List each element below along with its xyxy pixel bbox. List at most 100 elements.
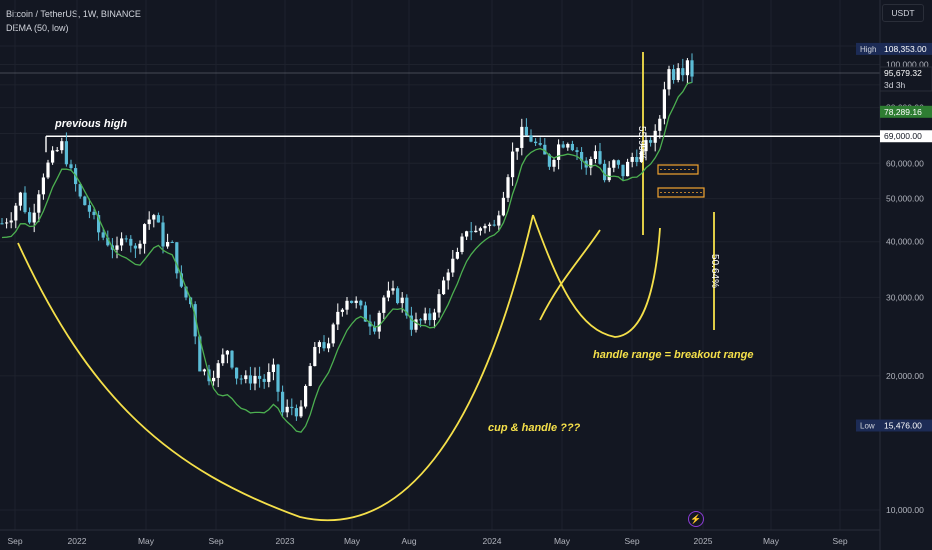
candle-body (129, 238, 133, 246)
candle-body (350, 300, 354, 303)
candle-body (561, 144, 565, 148)
candle-body (317, 342, 321, 347)
horizontal-levels: previous high (0, 72, 880, 153)
low-badge-label: 15,476.00 (884, 420, 922, 430)
annotations: handle range = breakout range cup & handl… (488, 126, 753, 434)
candle-body (662, 89, 666, 119)
candle-body (575, 150, 579, 152)
candle-body (681, 68, 685, 76)
candle-body (566, 143, 570, 148)
price-tick-label: 10,000.00 (886, 505, 924, 515)
candle-body (557, 144, 561, 160)
time-tick-label: 2022 (68, 536, 87, 546)
candle-body (28, 212, 32, 223)
candle-body (51, 150, 55, 163)
candle-body (23, 192, 27, 213)
indicator-legend[interactable]: DEMA (50, low) (6, 23, 69, 33)
price-tick-label: 60,000.00 (886, 158, 924, 168)
candle-body (124, 238, 128, 240)
currency-selector[interactable]: USDT (882, 4, 924, 22)
candle-body (83, 196, 87, 206)
pct-up-label: 55.99% (636, 126, 647, 160)
candle-body (14, 205, 18, 221)
candle-body (423, 313, 427, 321)
candles (0, 53, 694, 421)
time-tick-label: Aug (401, 536, 416, 546)
lightning-icon[interactable]: ⚡ (688, 511, 704, 527)
candle-body (41, 177, 45, 195)
candle-body (603, 163, 607, 181)
candle-body (60, 141, 64, 151)
candle-body (106, 237, 110, 246)
candle-body (534, 141, 538, 144)
candle-body (92, 211, 96, 216)
candle-body (437, 294, 441, 313)
time-tick-label: 2024 (483, 536, 502, 546)
time-axis: Sep 2022 May Sep 2023 May Aug 2024 May Sep 2025 May… (7, 536, 847, 546)
chart-title: Bitcoin / TetherUS, 1W, BINANCE (6, 9, 141, 19)
target-box-lower (657, 187, 705, 198)
candle-body (511, 151, 515, 178)
candle-body (382, 297, 386, 313)
candle-body (391, 288, 395, 291)
candle-body (138, 243, 142, 249)
time-tick-label: May (763, 536, 780, 546)
candle-body (285, 406, 289, 413)
candle-body (336, 311, 340, 325)
candle-body (409, 315, 413, 330)
candle-body (524, 126, 528, 136)
gridlines (0, 0, 880, 530)
handle-left-curve (539, 229, 601, 321)
price-axis: 110,000.00 100,000.00 90,000.00 80,000.00 70… (886, 41, 929, 515)
candle-body (529, 135, 533, 142)
candle-body (37, 194, 41, 213)
candle-body (386, 290, 390, 298)
candle-body (667, 69, 671, 90)
time-tick-label: May (138, 536, 155, 546)
candle-body (198, 336, 202, 372)
cup-curve (17, 214, 534, 522)
candle-body (368, 321, 372, 327)
level-badge-label: 69,000.00 (884, 131, 922, 141)
candle-body (644, 140, 648, 152)
candle-body (488, 224, 492, 226)
candle-body (621, 164, 625, 177)
high-tag: High (860, 45, 876, 54)
candle-body (685, 60, 689, 76)
previous-high-label: previous high (54, 118, 127, 130)
candle-body (451, 258, 455, 273)
candle-body (253, 375, 257, 384)
candle-body (170, 242, 174, 244)
candle-body (446, 272, 450, 281)
candle-body (189, 297, 193, 305)
candle-body (46, 162, 50, 178)
candle-body (428, 313, 432, 321)
candle-body (340, 309, 344, 312)
level-badge-bg (880, 130, 932, 143)
candle-body (78, 184, 82, 197)
dema-badge-label: 78,289.16 (884, 107, 922, 117)
candle-body (248, 375, 252, 384)
candle-body (5, 222, 9, 224)
time-tick-label: May (344, 536, 361, 546)
candle-body (419, 319, 423, 321)
candle-body (225, 350, 229, 355)
price-tick-label: 80,000.00 (886, 103, 924, 113)
candle-body (18, 192, 22, 206)
candle-body (492, 224, 496, 226)
candle-body (607, 167, 611, 181)
candle-body (193, 304, 197, 337)
candle-body (442, 280, 446, 295)
candle-body (207, 369, 211, 382)
candle-body (653, 130, 657, 143)
candle-body (202, 369, 206, 372)
candle-body (580, 151, 584, 161)
candle-body (690, 60, 694, 77)
price-tick-label: 100,000.00 (886, 59, 929, 69)
candle-body (589, 158, 593, 168)
time-tick-label: Sep (208, 536, 223, 546)
candle-body (497, 215, 501, 226)
candle-body (262, 378, 266, 382)
price-tick-label: 70,000.00 (886, 128, 924, 138)
